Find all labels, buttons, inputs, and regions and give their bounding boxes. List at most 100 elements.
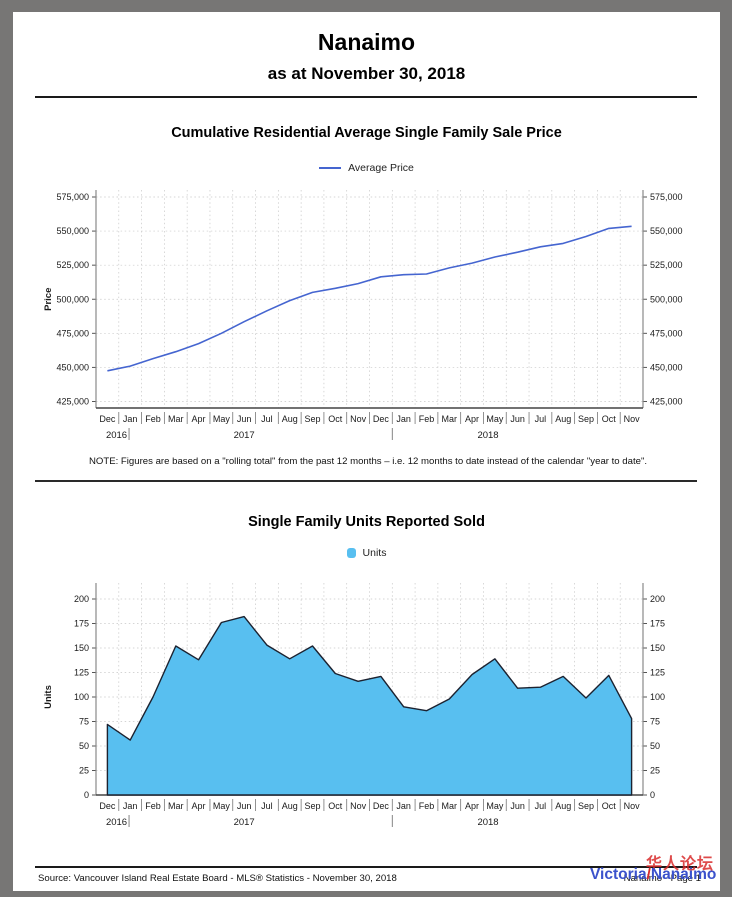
svg-text:175: 175	[74, 619, 89, 629]
svg-text:Sep: Sep	[305, 801, 321, 811]
svg-text:500,000: 500,000	[56, 294, 89, 304]
svg-text:75: 75	[650, 717, 660, 727]
svg-text:125: 125	[650, 668, 665, 678]
svg-text:50: 50	[79, 741, 89, 751]
svg-text:May: May	[213, 414, 231, 424]
watermark-victoria: Victoria	[590, 866, 647, 883]
units-chart-title: Single Family Units Reported Sold	[248, 514, 485, 530]
svg-text:Dec: Dec	[373, 414, 390, 424]
svg-text:Jul: Jul	[535, 414, 547, 424]
svg-text:550,000: 550,000	[650, 226, 683, 236]
svg-text:Units: Units	[43, 685, 54, 709]
svg-text:500,000: 500,000	[650, 294, 683, 304]
svg-text:75: 75	[79, 717, 89, 727]
svg-text:2017: 2017	[234, 430, 255, 441]
svg-text:Mar: Mar	[442, 801, 458, 811]
section-divider	[35, 480, 697, 482]
svg-text:Price: Price	[43, 288, 54, 311]
svg-text:2018: 2018	[477, 430, 498, 441]
svg-text:Sep: Sep	[578, 414, 594, 424]
svg-text:Jun: Jun	[510, 801, 525, 811]
svg-text:Nov: Nov	[350, 414, 367, 424]
svg-text:450,000: 450,000	[56, 362, 89, 372]
svg-text:Jan: Jan	[123, 801, 138, 811]
average-price-chart: 425,000 425,000 450,000 450,000 475,000 475,0…	[43, 190, 683, 441]
watermark-chinese: 华人论坛	[646, 856, 715, 873]
report-page: Nanaimo as at November 30, 2018 Cumulati…	[13, 12, 720, 891]
svg-text:Feb: Feb	[145, 801, 161, 811]
svg-text:100: 100	[74, 692, 89, 702]
svg-text:475,000: 475,000	[650, 328, 683, 338]
watermark-nanaimo: Nanaimo	[650, 866, 717, 883]
svg-text:50: 50	[650, 741, 660, 751]
watermark-slash: /	[646, 866, 651, 883]
svg-text:Jul: Jul	[261, 801, 273, 811]
svg-text:Jun: Jun	[237, 801, 252, 811]
svg-text:Apr: Apr	[192, 414, 206, 424]
svg-text:Nov: Nov	[350, 801, 367, 811]
svg-text:450,000: 450,000	[650, 362, 683, 372]
svg-text:150: 150	[74, 643, 89, 653]
svg-text:575,000: 575,000	[650, 192, 683, 202]
svg-text:525,000: 525,000	[650, 260, 683, 270]
page-subtitle: as at November 30, 2018	[267, 64, 466, 83]
svg-text:175: 175	[650, 619, 665, 629]
svg-text:Mar: Mar	[442, 414, 458, 424]
svg-text:Feb: Feb	[145, 414, 161, 424]
svg-text:Oct: Oct	[602, 414, 617, 424]
svg-text:Jul: Jul	[261, 414, 273, 424]
svg-text:Sep: Sep	[305, 414, 321, 424]
svg-text:2016: 2016	[106, 430, 127, 441]
price-legend-label: Average Price	[348, 162, 414, 174]
svg-text:Dec: Dec	[373, 801, 390, 811]
svg-text:Jan: Jan	[396, 414, 411, 424]
svg-text:Apr: Apr	[465, 414, 479, 424]
line-swatch-icon	[319, 167, 342, 169]
svg-text:Jan: Jan	[396, 801, 411, 811]
svg-text:Nov: Nov	[624, 414, 641, 424]
svg-text:Oct: Oct	[328, 414, 343, 424]
rolling-total-note: NOTE: Figures are based on a "rolling to…	[88, 456, 648, 467]
price-chart-legend: Average Price	[13, 160, 720, 174]
svg-text:125: 125	[74, 668, 89, 678]
svg-text:Oct: Oct	[602, 801, 617, 811]
svg-text:Feb: Feb	[419, 414, 435, 424]
svg-text:Dec: Dec	[99, 414, 116, 424]
svg-text:Jun: Jun	[510, 414, 525, 424]
svg-text:Jun: Jun	[237, 414, 252, 424]
watermark-site: Victoria/Nanaimo	[590, 866, 716, 884]
page-title: Nanaimo	[317, 29, 416, 55]
footer-divider	[35, 866, 697, 868]
svg-text:Oct: Oct	[328, 801, 343, 811]
svg-text:Aug: Aug	[282, 801, 298, 811]
page-number-label: Nanaimo - Page 1	[623, 873, 701, 884]
svg-text:200: 200	[74, 594, 89, 604]
svg-text:Mar: Mar	[168, 801, 184, 811]
svg-text:Sep: Sep	[578, 801, 594, 811]
svg-text:525,000: 525,000	[56, 260, 89, 270]
svg-text:0: 0	[650, 790, 655, 800]
svg-text:25: 25	[650, 766, 660, 776]
svg-text:2018: 2018	[477, 817, 498, 828]
svg-text:150: 150	[650, 643, 665, 653]
svg-text:Jan: Jan	[123, 414, 138, 424]
units-chart-legend: Units	[13, 547, 720, 561]
area-swatch-icon	[346, 548, 356, 558]
svg-text:Mar: Mar	[168, 414, 184, 424]
svg-text:25: 25	[79, 766, 89, 776]
svg-text:475,000: 475,000	[56, 328, 89, 338]
units-legend-label: Units	[362, 547, 387, 559]
svg-text:Aug: Aug	[282, 414, 298, 424]
svg-text:2017: 2017	[234, 817, 255, 828]
svg-text:Aug: Aug	[555, 414, 571, 424]
svg-text:0: 0	[84, 790, 89, 800]
svg-text:Nov: Nov	[624, 801, 641, 811]
svg-text:Aug: Aug	[555, 801, 571, 811]
units-sold-chart: 0 0 25 25 50 50 75 75 100 100 125 125 150 150 175 175 20…	[43, 583, 665, 828]
svg-text:Feb: Feb	[419, 801, 435, 811]
svg-text:May: May	[486, 414, 504, 424]
svg-text:Dec: Dec	[99, 801, 116, 811]
svg-text:Apr: Apr	[192, 801, 206, 811]
svg-text:Jul: Jul	[535, 801, 547, 811]
svg-text:425,000: 425,000	[650, 397, 683, 407]
